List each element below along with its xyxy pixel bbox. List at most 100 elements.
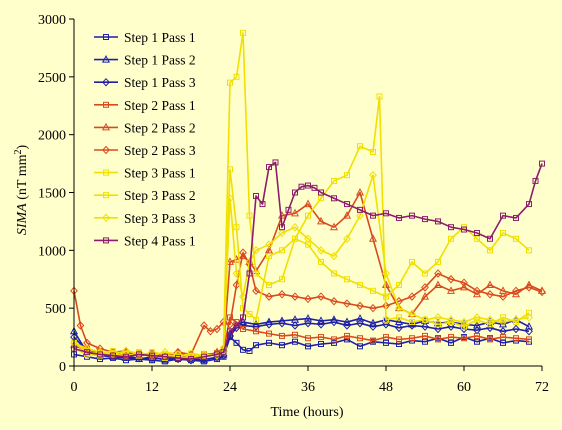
legend-label: Step 4 Pass 1 [124,233,196,248]
data-point [370,287,376,294]
data-point [356,318,364,328]
y-axis-title-unit: (nT mm [15,154,30,203]
data-point [292,331,298,338]
data-point [266,282,272,289]
legend-marker [103,192,109,199]
data-point [246,270,253,277]
data-point [290,208,300,217]
data-point [329,222,339,231]
data-point [511,289,521,298]
data-point [369,322,377,331]
data-point [370,337,376,344]
data-point [239,248,247,257]
data-point [525,327,533,336]
data-point [316,216,326,225]
data-point [513,235,519,242]
data-point [311,184,318,191]
data-point [409,319,415,326]
data-point [473,286,481,296]
data-point [382,269,390,278]
legend-entry: Step 3 Pass 3 [94,211,196,226]
legend-label: Step 3 Pass 1 [124,166,196,181]
data-point [344,332,350,339]
data-point [96,347,104,357]
data-point [240,29,246,36]
legend-label: Step 3 Pass 3 [124,211,196,226]
data-point [357,206,363,213]
data-point [356,211,364,220]
data-point [370,149,376,156]
data-point [331,270,337,277]
data-point [383,334,389,341]
y-axis-title-var: SIMA [15,203,30,235]
y-tick-label: 2000 [38,129,66,144]
data-point [500,334,506,341]
data-point [227,79,233,86]
data-point [472,320,482,329]
data-point [318,189,324,196]
data-point [305,335,311,342]
data-point [357,282,363,289]
data-point [448,339,454,346]
legend-marker [103,101,109,108]
legend-label: Step 3 Pass 2 [124,188,196,203]
data-point [162,353,168,360]
data-point [342,317,352,326]
data-point [500,339,506,346]
data-point [525,283,533,292]
y-axis-title-unit-close: ) [15,145,30,150]
data-point [253,342,259,349]
data-point [409,335,415,342]
data-point [524,322,534,330]
legend-marker [102,77,110,87]
data-point [357,343,363,350]
data-point [344,172,350,179]
data-point [233,322,240,329]
data-point [265,240,273,249]
data-point [512,315,520,324]
data-point [83,338,91,348]
legend-entry: Step 4 Pass 1 [94,233,196,248]
legend-label: Step 2 Pass 2 [124,120,196,135]
data-point [291,292,299,301]
data-point [304,318,312,328]
data-point [266,253,272,260]
data-point [382,320,390,329]
data-point [240,314,246,321]
legend-entry: Step 1 Pass 3 [94,75,196,90]
data-point [474,338,480,345]
legend: Step 1 Pass 1 Step 1 Pass 2 Step 1 Pass 3 S… [94,30,196,248]
data-point [304,234,312,244]
data-point [408,292,416,301]
data-point [318,258,324,265]
data-point [447,315,455,324]
data-point [532,177,539,184]
data-point [526,336,532,343]
legend-marker [101,55,111,63]
data-point [474,235,480,242]
legend-entry: Step 2 Pass 2 [94,120,196,135]
data-point [253,316,259,323]
data-point [253,270,259,277]
data-point [342,211,352,219]
data-point [292,338,298,345]
data-point [84,349,90,356]
data-point [253,328,259,335]
data-point [435,321,441,328]
series-line [73,336,530,363]
legend-entry: Step 3 Pass 2 [94,188,196,203]
y-axis-title-unit-exp: 2 [13,150,24,155]
data-point [206,327,215,336]
y-tick-label: 500 [45,302,66,317]
legend-label: Step 1 Pass 2 [124,53,196,68]
data-point [395,303,403,313]
data-point [448,224,454,231]
y-tick-label: 0 [59,360,66,375]
data-point [526,201,532,208]
data-point [500,212,506,219]
data-point [149,352,155,359]
x-tick-label: 24 [223,380,237,395]
data-point [279,276,285,283]
data-point [246,212,253,219]
data-point [434,269,442,278]
